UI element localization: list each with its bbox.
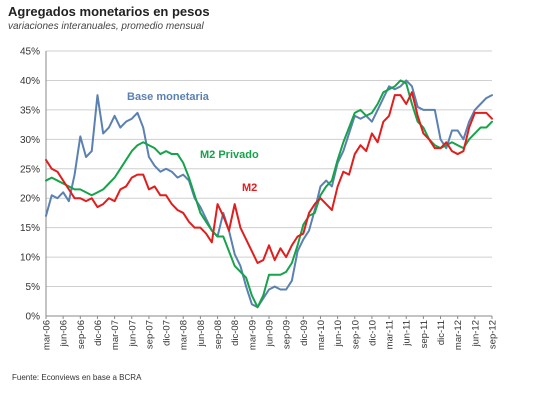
series-line-m2-privado — [45, 79, 493, 309]
series-labels: Base monetaria M2 Privado M2 — [127, 91, 259, 194]
label-m2: M2 — [242, 182, 257, 194]
y-tick-label: 0% — [26, 312, 41, 323]
y-tick-label: 35% — [20, 105, 40, 116]
x-tick-label: mar-10 — [316, 320, 327, 350]
x-tick-label: mar-11 — [385, 320, 396, 349]
x-tick-label: jun-06 — [59, 320, 70, 347]
chart-subtitle: variaciones interanuales, promedio mensu… — [8, 21, 204, 32]
y-axis: 0% 5% 10% 15% 20% 25% 30% 35% 40% 45% — [20, 47, 47, 323]
x-tick-label: jun-09 — [265, 320, 276, 347]
y-tick-label: 15% — [20, 223, 40, 234]
y-tick-label: 45% — [20, 47, 40, 58]
y-tick-label: 25% — [20, 164, 40, 175]
x-tick-label: jun-11 — [402, 320, 413, 347]
x-axis: mar-06 jun-06 sep-06 dic-06 mar-07 jun-07 sep-… — [42, 315, 499, 350]
x-tick-label: dic-09 — [299, 320, 310, 346]
x-tick-label: dic-11 — [436, 320, 447, 345]
x-tick-label: jun-12 — [470, 320, 481, 347]
x-tick-label: mar-06 — [42, 320, 53, 350]
y-tick-label: 40% — [20, 76, 40, 87]
y-tick-label: 30% — [20, 135, 40, 146]
x-tick-label: jun-08 — [196, 320, 207, 347]
x-tick-label: mar-09 — [247, 320, 258, 350]
x-tick-label: jun-07 — [127, 320, 138, 347]
label-m2-privado: M2 Privado — [200, 149, 259, 161]
y-tick-label: 20% — [20, 194, 40, 205]
x-tick-label: dic-08 — [230, 320, 241, 346]
label-base-monetaria: Base monetaria — [127, 91, 210, 103]
source-note: Fuente: Econviews en base a BCRA — [12, 373, 142, 382]
y-tick-label: 5% — [26, 282, 41, 293]
y-tick-label: 10% — [20, 253, 40, 264]
x-tick-label: dic-06 — [93, 320, 104, 346]
x-tick-label: sep-12 — [488, 320, 499, 349]
series-line-base-monetaria — [45, 79, 493, 309]
x-tick-label: mar-07 — [110, 320, 121, 350]
x-tick-label: sep-06 — [76, 320, 87, 349]
x-tick-label: sep-07 — [144, 320, 155, 349]
series-lines — [45, 79, 493, 309]
x-tick-label: mar-08 — [179, 320, 190, 350]
x-tick-label: dic-10 — [367, 320, 378, 346]
chart-title: Agregados monetarios en pesos — [8, 4, 210, 19]
series-line-m2 — [45, 91, 493, 264]
x-tick-label: jun-10 — [333, 320, 344, 347]
x-tick-label: sep-11 — [419, 320, 430, 348]
x-tick-label: dic-07 — [162, 320, 173, 346]
x-tick-label: sep-10 — [350, 320, 361, 349]
x-tick-label: sep-09 — [282, 320, 293, 349]
x-tick-label: sep-08 — [213, 320, 224, 349]
x-tick-label: mar-12 — [453, 320, 464, 350]
